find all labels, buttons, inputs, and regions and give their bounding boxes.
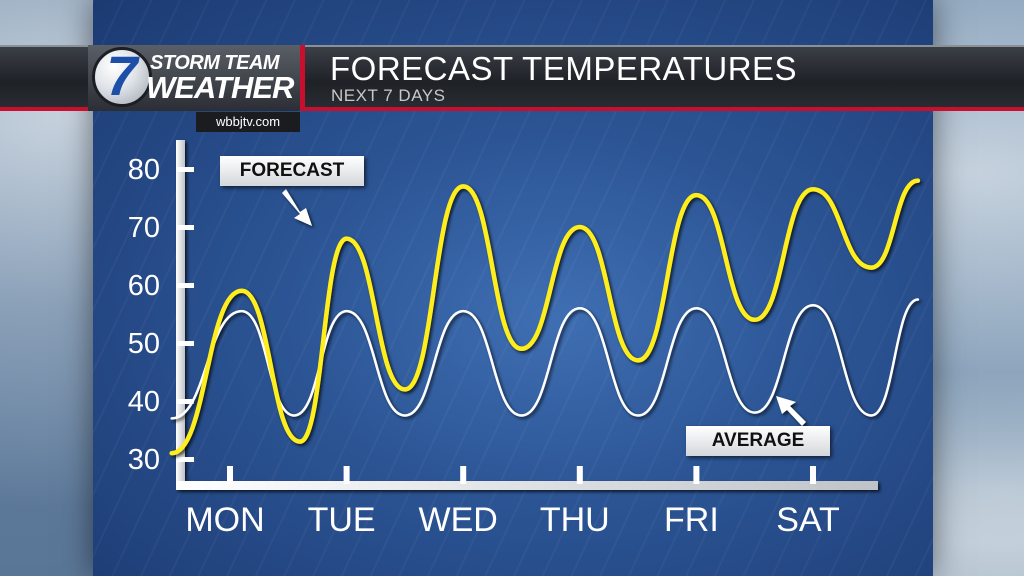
y-tick-label: 70 (128, 212, 160, 244)
y-tick-label: 60 (128, 270, 160, 302)
forecast-arrow-icon (282, 189, 312, 226)
y-tick-label: 50 (128, 328, 160, 360)
x-tick-mark (810, 466, 816, 484)
x-tick-mark (460, 466, 467, 484)
website-tag: wbbjtv.com (196, 112, 300, 132)
y-tick-mark (176, 225, 194, 230)
y-tick-mark (176, 283, 194, 288)
y-tick-mark (176, 457, 194, 462)
y-tick-mark (176, 399, 194, 404)
chart-title: FORECAST TEMPERATURES (330, 50, 798, 87)
y-tick-label: 40 (128, 386, 160, 418)
y-axis (176, 140, 185, 490)
logo-line-storm-team: STORM TEAM (150, 52, 280, 74)
x-axis (176, 481, 878, 490)
forecast-callout: FORECAST (220, 156, 364, 186)
x-tick-label: THU (540, 501, 610, 539)
x-tick-label: FRI (664, 501, 719, 539)
x-tick-label: WED (419, 501, 498, 539)
x-tick-mark (693, 466, 700, 484)
average-arrow-icon (776, 396, 806, 426)
x-tick-label: SAT (776, 501, 840, 539)
chart-subtitle: NEXT 7 DAYS (331, 86, 446, 105)
forecast-line (169, 178, 921, 456)
average-callout: AVERAGE (686, 426, 830, 456)
x-tick-mark (227, 466, 233, 484)
logo-number: 7 (106, 44, 138, 107)
x-tick-mark (576, 466, 583, 484)
y-tick-mark (176, 341, 194, 346)
x-tick-mark (343, 466, 350, 484)
logo-line-weather: WEATHER (146, 70, 294, 105)
average-line (170, 298, 920, 420)
y-tick-mark (176, 167, 194, 172)
x-tick-label: TUE (308, 501, 376, 539)
x-tick-label: MON (185, 501, 264, 539)
logo-circle (92, 47, 152, 107)
y-tick-label: 80 (128, 154, 160, 186)
y-tick-label: 30 (128, 444, 160, 476)
header-accent-line (0, 107, 1024, 111)
